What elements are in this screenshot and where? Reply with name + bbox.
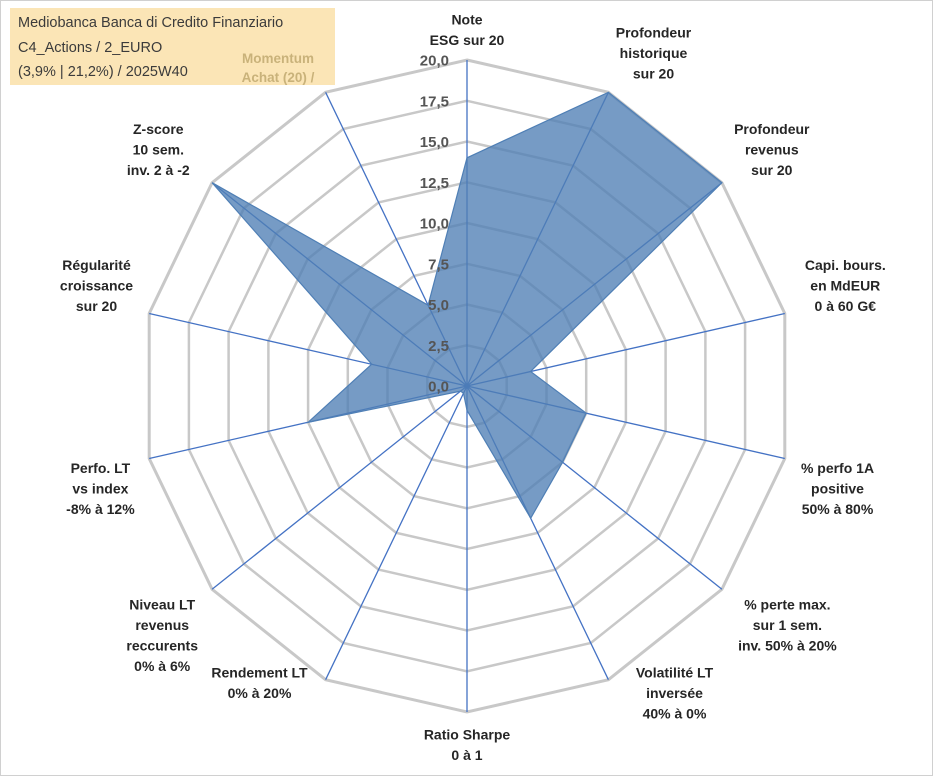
axis-label-2-line-2: sur 20 [751,162,792,178]
axis-label-10: Perfo. LT vs index -8% à 12% [66,460,135,517]
axis-label-5-line-2: inv. 50% à 20% [738,637,837,653]
tick-label-4: 10,0 [420,216,449,233]
axis-label-9-line-2: reccurents [126,637,198,653]
axis-label-9-line-3: 0% à 6% [134,658,191,674]
axis-label-5-line-0: % perte max. [744,596,830,612]
axis-label-2: Profondeur revenus sur 20 [734,121,810,178]
axis-label-2-line-0: Profondeur [734,121,810,137]
axis-label-3-line-2: 0 à 60 G€ [815,298,877,314]
momentum-line-1: Momentum [242,51,314,66]
momentum-label: Momentum Achat (20) / [226,49,330,87]
tick-label-7: 17,5 [420,93,449,110]
axis-label-8-line-0: Rendement LT [211,665,308,681]
axis-label-7-line-0: Ratio Sharpe [424,726,511,742]
tick-label-8: 20,0 [420,53,449,70]
axis-label-0-line-0: Note [451,11,482,27]
axis-label-4-line-0: % perfo 1A [801,460,874,476]
axis-label-7-line-1: 0 à 1 [451,747,482,763]
axis-label-12-line-1: 10 sem. [133,141,184,157]
spoke-8 [325,385,468,680]
axis-label-11-line-0: Régularité [62,257,131,273]
axis-label-5: % perte max. sur 1 sem. inv. 50% à 20% [738,596,837,653]
axis-label-1-line-2: sur 20 [633,66,674,82]
axis-label-11: Régularité croissance sur 20 [60,257,133,314]
tick-label-3: 7,5 [428,256,449,273]
axis-label-5-line-1: sur 1 sem. [753,617,822,633]
axis-label-4-line-2: 50% à 80% [802,501,874,517]
axis-label-8: Rendement LT 0% à 20% [211,665,308,702]
axis-label-6-line-0: Volatilité LT [636,665,714,681]
axis-label-11-line-2: sur 20 [76,298,117,314]
tick-label-6: 15,0 [420,134,449,151]
axis-label-10-line-1: vs index [72,481,128,497]
axis-label-1-line-1: historique [620,45,688,61]
axis-label-9-line-0: Niveau LT [129,596,195,612]
tick-label-5: 12,5 [420,175,449,192]
axis-label-12-line-2: inv. 2 à -2 [127,162,190,178]
axis-label-10-line-0: Perfo. LT [71,460,131,476]
axis-label-7: Ratio Sharpe 0 à 1 [424,726,511,763]
spoke-9 [211,385,468,590]
axis-label-0-line-1: ESG sur 20 [430,32,505,48]
axis-label-3-line-1: en MdEUR [810,278,880,294]
info-category: C4_Actions / 2_EURO [18,40,163,56]
axis-label-9-line-1: revenus [135,617,189,633]
axis-label-6-line-1: inversée [646,685,703,701]
series-layer [211,91,723,520]
axis-label-8-line-1: 0% à 20% [228,685,292,701]
tick-label-0: 0,0 [428,379,449,396]
axis-label-0: Note ESG sur 20 [430,11,505,48]
tick-layer: 0,0 2,5 5,0 7,5 10,0 12,5 15,0 17,5 20,0 [420,53,449,396]
axis-label-2-line-1: revenus [745,141,799,157]
axis-label-9: Niveau LT revenus reccurents 0% à 6% [126,596,198,674]
axis-label-12-line-0: Z-score [133,121,184,137]
label-layer: Note ESG sur 20 Profondeur historique sur 20… [60,11,886,763]
axis-label-3: Capi. bours. en MdEUR 0 à 60 G€ [805,257,886,314]
axis-label-6: Volatilité LT inversée 40% à 0% [636,665,714,722]
axis-label-4: % perfo 1A positive 50% à 80% [801,460,874,517]
info-stats: (3,9% | 21,2%) / 2025W40 [18,64,188,80]
axis-label-3-line-0: Capi. bours. [805,257,886,273]
axis-label-6-line-2: 40% à 0% [643,706,707,722]
momentum-line-2: Achat (20) / [241,70,315,85]
tick-label-1: 2,5 [428,338,449,355]
axis-label-12: Z-score 10 sem. inv. 2 à -2 [127,121,190,178]
info-box: Mediobanca Banca di Credito Finanziario … [10,8,335,85]
info-title: Mediobanca Banca di Credito Finanziario [18,15,284,31]
axis-label-1-line-0: Profondeur [616,25,692,41]
axis-label-1: Profondeur historique sur 20 [616,25,692,82]
axis-label-11-line-1: croissance [60,278,133,294]
axis-label-10-line-2: -8% à 12% [66,501,135,517]
tick-label-2: 5,0 [428,297,449,314]
axis-label-4-line-1: positive [811,481,864,497]
